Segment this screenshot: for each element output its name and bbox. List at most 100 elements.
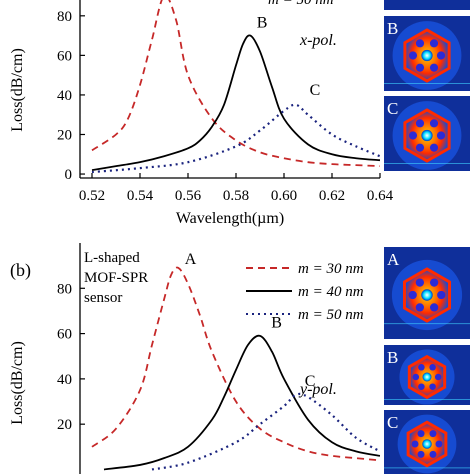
panel-b: (b) 20 40 60 80 Loss(dB/cm) A B C y-pol. L-sh… (9, 243, 380, 474)
mode-label-A: A (387, 250, 400, 269)
panel-b-label: (b) (10, 260, 31, 281)
panel-b-y-axis-label: Loss(dB/cm) (9, 341, 26, 425)
peak-label-B: B (257, 15, 268, 32)
mode-field-image: C (384, 96, 470, 171)
mode-air-hole (436, 51, 446, 60)
mode-air-hole (417, 450, 425, 458)
y-tick-label: 80 (57, 281, 72, 297)
panel-a-legend-partial: m = 50 nm (268, 0, 334, 8)
peak-label-C: C (305, 373, 316, 390)
mode-air-hole (415, 303, 425, 312)
series-line-dashed (91, 266, 380, 462)
mode-core (421, 129, 433, 142)
x-tick-label: 0.58 (223, 188, 249, 204)
x-tick-label: 0.52 (79, 188, 105, 204)
y-tick-label: 40 (57, 88, 72, 104)
legend-entry-40: m = 40 nm (298, 284, 364, 300)
mode-air-hole (429, 278, 439, 287)
mode-air-hole (429, 364, 436, 371)
panel-b-sensor-label: L-shaped MOF-SPR sensor (84, 250, 148, 306)
series-line-solid (91, 34, 380, 171)
mode-air-hole (418, 383, 425, 390)
mode-air-hole (436, 131, 446, 140)
y-tick-label: 20 (57, 127, 72, 143)
panel-a-y-axis-label: Loss(dB/cm) (9, 48, 26, 132)
mode-field-image: A (384, 247, 470, 339)
panel-b-polarization: y-pol. (298, 381, 337, 398)
panel-a-annotations: BC (257, 15, 320, 99)
panel-a-legend-text: m = 50 nm (268, 0, 334, 8)
mode-air-hole (429, 430, 437, 438)
panel-b-y-ticks: 20 40 60 80 (57, 281, 85, 433)
mode-air-hole (429, 383, 436, 390)
mode-air-hole (429, 39, 439, 48)
mode-air-hole (437, 290, 446, 300)
mode-air-hole (408, 131, 418, 140)
mode-air-hole (408, 51, 418, 60)
mode-air-hole (417, 430, 425, 438)
legend-entry-50: m = 50 nm (298, 307, 364, 323)
mode-field-image: B (384, 345, 470, 405)
panel-b-legend: m = 30 nm m = 40 nm m = 50 nm (246, 261, 364, 323)
y-tick-label: 80 (57, 9, 72, 25)
mode-air-hole (415, 63, 425, 72)
y-tick-label: 40 (57, 372, 72, 388)
sensor-label-line-3: sensor (84, 290, 122, 306)
mode-air-hole (408, 290, 417, 300)
mode-field-image: B (384, 16, 470, 91)
mode-core (422, 372, 432, 382)
sensor-label-line-1: L-shaped (84, 250, 140, 266)
mode-label-B: B (387, 19, 398, 38)
mode-air-hole (429, 143, 439, 152)
x-tick-label: 0.54 (127, 188, 154, 204)
mode-air-hole (415, 143, 425, 152)
mode-field-image (384, 0, 470, 10)
peak-label-C: C (310, 82, 321, 99)
panel-a-x-axis-label: Wavelength(µm) (176, 210, 284, 227)
panel-a-y-ticks: 0 20 40 60 80 (57, 9, 85, 183)
mode-air-hole (415, 39, 425, 48)
mode-label-B: B (387, 348, 398, 367)
series-line-solid (103, 334, 380, 471)
panel-a-series (91, 0, 380, 174)
mode-field-images: B C A B C (384, 0, 470, 474)
peak-label-A: A (185, 251, 197, 268)
mode-air-hole (412, 373, 420, 381)
panel-a: 0.52 0.54 0.56 0.58 0.60 0.62 0.64 0 20 40 60 80 L… (9, 0, 394, 227)
panel-a-polarization: x-pol. (299, 32, 337, 49)
series-line-dotted (91, 103, 380, 174)
mode-air-hole (429, 63, 439, 72)
panel-a-x-ticks: 0.52 0.54 0.56 0.58 0.60 0.62 0.64 (79, 173, 394, 204)
mode-core (422, 439, 432, 449)
mode-core (421, 49, 433, 62)
mode-core (421, 289, 433, 301)
mode-air-hole (429, 303, 439, 312)
panel-b-series (91, 266, 380, 471)
x-tick-label: 0.64 (367, 188, 394, 204)
y-tick-label: 20 (57, 417, 72, 433)
x-tick-label: 0.62 (319, 188, 345, 204)
mode-air-hole (415, 119, 425, 128)
mode-air-hole (411, 440, 419, 448)
x-tick-label: 0.60 (271, 188, 297, 204)
mode-air-hole (435, 440, 443, 448)
panel-b-annotations: A B C (185, 251, 316, 390)
mode-air-hole (415, 278, 425, 287)
mode-air-hole (434, 373, 442, 381)
mode-image-bg (384, 0, 470, 10)
y-tick-label: 0 (65, 167, 73, 183)
legend-entry-30: m = 30 nm (298, 261, 364, 277)
mode-field-image: C (384, 410, 470, 474)
x-tick-label: 0.56 (175, 188, 202, 204)
series-line-dashed (91, 0, 380, 168)
mode-air-hole (429, 119, 439, 128)
mode-air-hole (429, 450, 437, 458)
y-tick-label: 60 (57, 48, 72, 64)
y-tick-label: 60 (57, 327, 72, 343)
mode-air-hole (418, 364, 425, 371)
sensor-label-line-2: MOF-SPR (84, 270, 148, 286)
mode-label-C: C (387, 413, 398, 432)
peak-label-B: B (271, 314, 282, 331)
mode-label-C: C (387, 99, 398, 118)
